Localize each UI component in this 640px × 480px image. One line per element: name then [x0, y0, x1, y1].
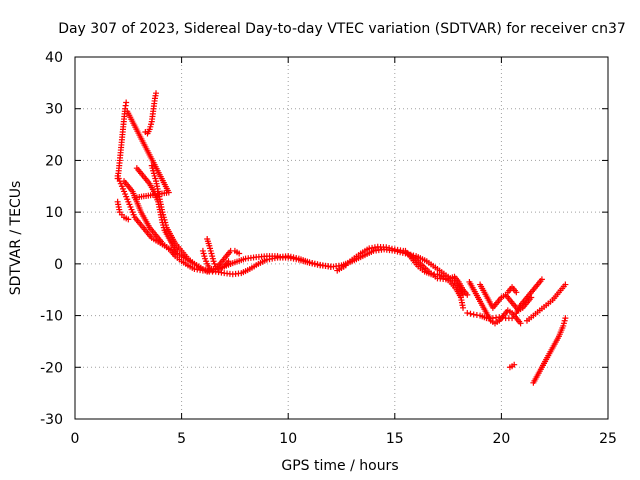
axis-ticks [74, 56, 609, 420]
y-tick-label: 20 [45, 153, 63, 169]
data-point [309, 259, 316, 266]
data-point [538, 276, 545, 283]
y-tick-label: -30 [40, 412, 63, 428]
data-point [388, 245, 395, 252]
x-axis-label: GPS time / hours [281, 458, 398, 474]
y-tick-label: -20 [40, 360, 63, 376]
x-tick-label: 25 [599, 431, 617, 447]
data-point [225, 258, 232, 265]
y-tick-label: 10 [45, 205, 63, 221]
chart-title: Day 307 of 2023, Sidereal Day-to-day VTE… [58, 21, 626, 37]
data-point [290, 254, 297, 261]
x-tick-label: 20 [492, 431, 510, 447]
y-tick-labels: -30 -20 -10 0 10 20 30 40 [40, 50, 63, 428]
y-tick-label: 30 [45, 102, 63, 118]
plot-frame [74, 56, 609, 420]
data-point [314, 261, 321, 268]
data-point [342, 262, 349, 269]
data-point [311, 260, 318, 267]
y-tick-label: 0 [54, 257, 63, 273]
data-point [509, 315, 516, 322]
data-points [114, 90, 569, 386]
data-point [386, 244, 393, 251]
data-point [511, 361, 518, 368]
data-point [293, 255, 300, 262]
x-tick-label: 10 [279, 431, 297, 447]
data-point [562, 281, 569, 288]
data-point [467, 310, 474, 317]
data-point [123, 99, 130, 106]
grid-lines [75, 57, 608, 419]
data-point [124, 108, 131, 115]
y-tick-label: -10 [40, 309, 63, 325]
data-point [517, 320, 524, 327]
data-point [562, 315, 569, 322]
data-point [236, 250, 243, 257]
x-tick-label: 15 [386, 431, 404, 447]
y-tick-label: 40 [45, 50, 63, 66]
y-axis-label: SDTVAR / TECUs [8, 181, 24, 296]
data-point [285, 253, 292, 260]
data-point [464, 291, 471, 298]
x-tick-label: 5 [177, 431, 186, 447]
data-point [287, 253, 294, 260]
data-point [464, 309, 471, 316]
x-tick-label: 0 [71, 431, 80, 447]
data-point [383, 244, 390, 251]
data-point [513, 289, 520, 296]
data-point [204, 268, 211, 275]
data-point [306, 259, 313, 266]
data-point [153, 90, 160, 97]
data-point [460, 304, 467, 311]
data-point [125, 216, 132, 223]
x-tick-labels: 0 5 10 15 20 25 [71, 431, 617, 447]
